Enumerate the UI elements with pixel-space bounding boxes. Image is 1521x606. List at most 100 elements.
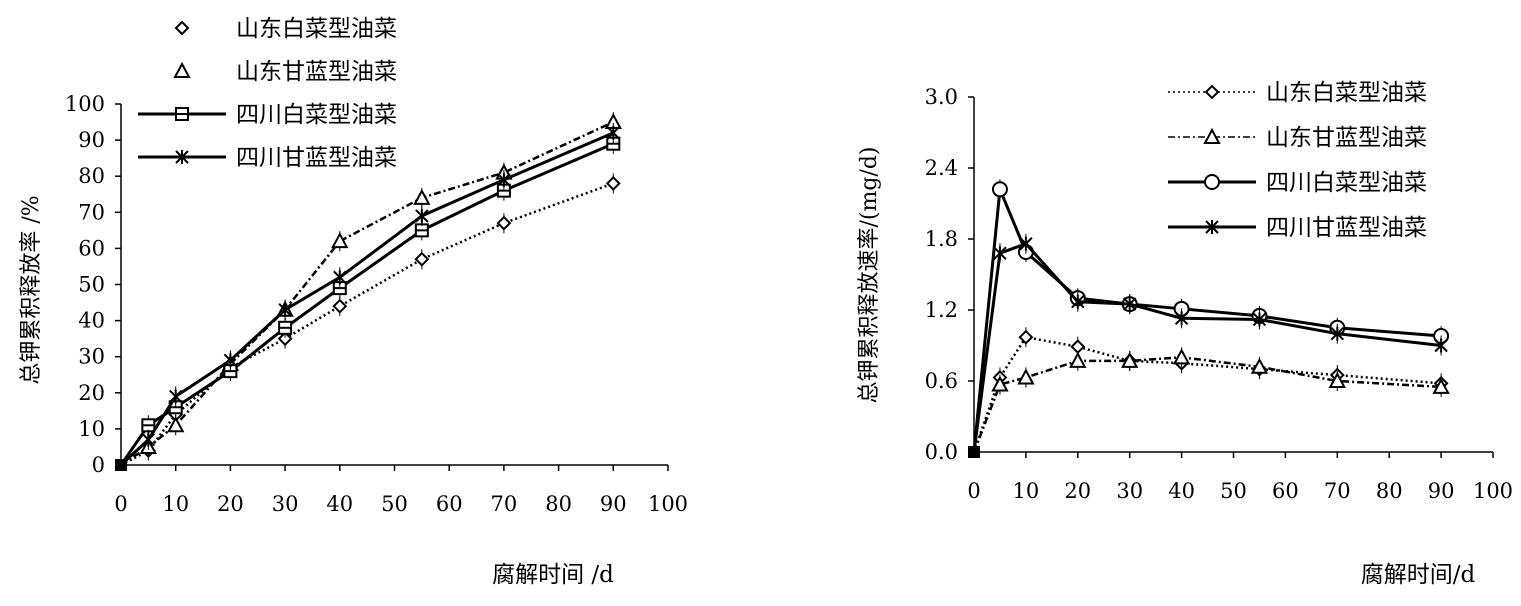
chart-right-release-velocity: 0 10 20 30 40 50 60 70 80 90 100 0.0 0.6 1.2 1.8 2.4 3.0… (857, 80, 1513, 588)
y-tick-label: 100 (65, 92, 105, 116)
data-point (1330, 326, 1345, 341)
legend-marker (175, 150, 189, 164)
y-tick-label: 10 (78, 417, 105, 441)
x-axis-title: 腐解时间/d (1361, 562, 1476, 588)
legend-marker (1205, 220, 1219, 234)
series-0 (968, 327, 1449, 458)
data-point (1121, 351, 1139, 368)
legend-label: 四川甘蓝型油菜 (1266, 215, 1427, 241)
legend-label: 四川白菜型油菜 (236, 102, 397, 128)
legend-label: 山东白菜型油菜 (1266, 80, 1427, 106)
data-point (331, 232, 349, 249)
data-point (1172, 348, 1191, 365)
data-point (1018, 329, 1034, 345)
y-axis-title: 总钾累积释放率 /% (19, 195, 44, 384)
x-tick-label: 100 (1473, 479, 1513, 503)
legend-marker (1204, 84, 1220, 100)
x-tick-label: 30 (1116, 479, 1143, 503)
y-tick-label: 50 (78, 273, 105, 297)
data-point (277, 331, 293, 347)
legend-item-0: 山东白菜型油菜 (1168, 80, 1427, 106)
data-point (333, 270, 347, 285)
data-point (168, 389, 183, 404)
data-point (606, 125, 621, 140)
data-point (1252, 312, 1267, 327)
x-tick-label: 50 (1220, 479, 1247, 503)
y-tick-label: 40 (78, 309, 105, 333)
legend-item-1: 山东甘蓝型油菜 (173, 59, 397, 85)
y-tick-label: 2.4 (925, 156, 958, 180)
data-point (167, 416, 185, 433)
data-point (1434, 338, 1448, 353)
legend-label: 四川白菜型油菜 (1266, 170, 1427, 196)
data-point (415, 208, 429, 223)
y-tick-label: 20 (78, 381, 105, 405)
x-tick-label: 50 (381, 492, 408, 516)
y-tick-label: 0 (92, 453, 105, 477)
legend-item-3: 四川甘蓝型油菜 (138, 145, 397, 171)
series-line-0 (972, 335, 1442, 453)
data-point (223, 353, 238, 368)
x-tick-label: 90 (1428, 479, 1455, 503)
legend-marker (174, 20, 190, 36)
x-tick-label: 90 (600, 492, 627, 516)
series-line-2 (119, 142, 614, 466)
legend-label: 山东白菜型油菜 (236, 16, 397, 42)
series-line-3 (972, 242, 1442, 453)
data-point (332, 298, 348, 314)
data-point (1250, 357, 1269, 374)
chart-left-cumulative-release-rate: 0 10 20 30 40 50 60 70 80 90 100 0 10 20 30 40 50 60 70 80 9… (19, 16, 688, 588)
x-tick-label: 100 (648, 492, 688, 516)
x-tick-label: 60 (1272, 479, 1299, 503)
data-point (1069, 351, 1087, 368)
y-tick-label: 70 (78, 200, 105, 224)
data-point (1017, 368, 1035, 385)
x-tick-label: 80 (545, 492, 572, 516)
series-3 (968, 233, 1448, 458)
data-point (278, 320, 293, 335)
data-point (223, 364, 238, 379)
y-tick-label: 3.0 (925, 85, 958, 109)
y-tick-label: 80 (78, 164, 105, 188)
data-point (141, 432, 156, 447)
y-tick-label: 90 (78, 128, 105, 152)
data-point (1122, 297, 1137, 312)
y-tick-label: 30 (78, 345, 105, 369)
y-tick-label: 60 (78, 236, 105, 260)
series-line-3 (119, 131, 614, 467)
x-tick-label: 10 (162, 492, 189, 516)
data-point (414, 251, 430, 267)
x-tick-label: 10 (1013, 479, 1040, 503)
x-tick-label: 80 (1376, 479, 1403, 503)
legend-item-1: 山东甘蓝型油菜 (1168, 125, 1427, 151)
data-point (1432, 377, 1450, 394)
y-tick-label: 0.0 (925, 440, 958, 464)
legend-marker (175, 107, 189, 121)
x-tick-label: 40 (326, 492, 353, 516)
x-tick-label: 0 (967, 479, 980, 503)
x-axis-title: 腐解时间 /d (492, 562, 614, 588)
legend-item-3: 四川甘蓝型油菜 (1168, 215, 1427, 241)
x-tick-label: 40 (1168, 479, 1195, 503)
y-tick-label: 1.8 (925, 227, 958, 251)
data-point (968, 446, 980, 458)
legend-item-2: 四川白菜型油菜 (138, 102, 397, 128)
data-point (991, 375, 1009, 392)
series-line-1 (120, 120, 614, 467)
series-line-1 (972, 356, 1442, 453)
y-tick-label: 1.2 (925, 298, 958, 322)
data-point (993, 246, 1007, 261)
legend-marker (173, 61, 191, 78)
data-point (1071, 294, 1085, 309)
legend-marker (1203, 127, 1221, 144)
data-point (413, 188, 431, 205)
data-point (1328, 371, 1346, 388)
series-0 (115, 173, 621, 471)
series-1 (968, 347, 1450, 458)
series-3 (115, 122, 621, 471)
x-tick-label: 20 (217, 492, 244, 516)
legend-label: 四川甘蓝型油菜 (236, 145, 397, 171)
